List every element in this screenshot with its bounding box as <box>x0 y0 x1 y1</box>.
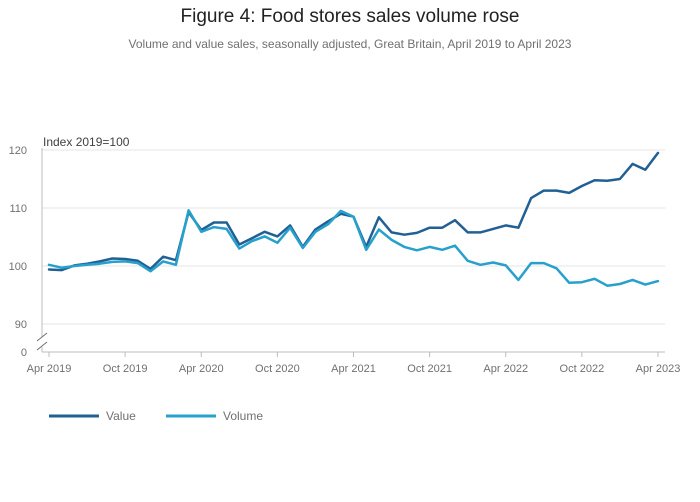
chart-title: Figure 4: Food stores sales volume rose <box>180 6 520 27</box>
y-tick-label-120: 120 <box>9 145 27 157</box>
x-tick-label: Apr 2022 <box>483 363 528 375</box>
x-tick-label: Oct 2021 <box>407 363 452 375</box>
x-tick-label: Oct 2022 <box>560 363 605 375</box>
legend-label-value: Value <box>106 409 136 423</box>
x-tick-label: Apr 2021 <box>331 363 376 375</box>
x-tick-label: Apr 2019 <box>27 363 72 375</box>
series-line-volume <box>47 209 660 287</box>
y-axis-title: Index 2019=100 <box>43 135 130 149</box>
legend-label-volume: Volume <box>223 409 263 423</box>
axis-break-mark-top <box>36 332 48 342</box>
x-tick-label: Apr 2023 <box>636 363 681 375</box>
y-tick-label-110: 110 <box>9 203 27 215</box>
series-lines <box>47 151 660 287</box>
x-tick-label: Apr 2020 <box>179 363 224 375</box>
gridlines <box>42 149 665 325</box>
y-tick-label-100: 100 <box>9 261 27 273</box>
x-tick-label: Oct 2020 <box>255 363 300 375</box>
y-tick-label-0: 0 <box>21 347 27 359</box>
series-line-value <box>47 151 660 272</box>
axis-break-mark-bottom <box>36 341 48 351</box>
axes: 90 100 110 120 0 Index 2019=100 Apr 2019 Oct 20… <box>9 135 681 375</box>
legend: Value Volume <box>49 409 263 423</box>
y-tick-label-90: 90 <box>15 319 27 331</box>
x-tick-label: Oct 2019 <box>103 363 148 375</box>
chart-subtitle: Volume and value sales, seasonally adjus… <box>128 37 572 51</box>
